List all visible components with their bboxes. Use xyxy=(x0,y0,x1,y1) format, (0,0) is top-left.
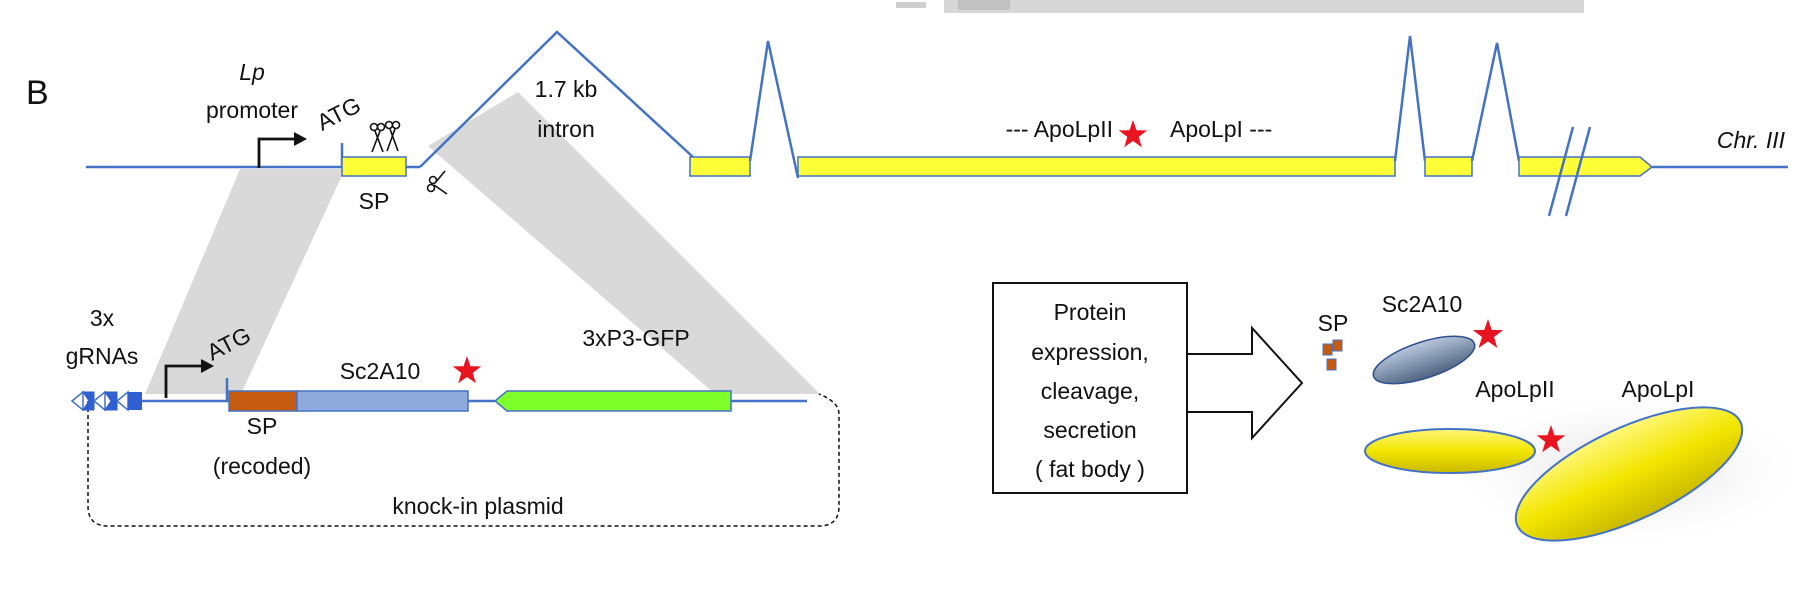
intron-line xyxy=(419,30,694,168)
process-line-4: secretion xyxy=(1043,417,1136,443)
promoter-name: Lp xyxy=(239,59,265,85)
intron-3 xyxy=(1393,35,1427,162)
plasmid-promoter-arrowhead xyxy=(201,359,214,373)
chromosome-label: Chr. III xyxy=(1717,127,1786,153)
start-codon-top: ATG xyxy=(312,92,364,136)
grna-icon xyxy=(92,390,106,412)
sc2a10-star-icon xyxy=(1472,319,1504,348)
grna-label: gRNAs xyxy=(66,343,139,369)
promoter-label: promoter xyxy=(206,97,298,123)
gfp-label: 3xP3-GFP xyxy=(582,325,689,351)
left-homology-arm xyxy=(145,169,345,394)
promoter-arrow xyxy=(257,137,299,168)
panel-label: B xyxy=(26,74,49,112)
process-line-1: Protein xyxy=(1054,299,1127,325)
recoded-label: (recoded) xyxy=(213,453,311,479)
sc2a10-product-label: Sc2A10 xyxy=(1382,291,1463,317)
grna-count-label: 3x xyxy=(90,305,115,331)
promoter-arrowhead xyxy=(294,132,307,146)
sp-product-label: SP xyxy=(1318,310,1349,336)
grna-icon xyxy=(128,392,142,410)
apolpii-protein-icon xyxy=(1364,428,1536,474)
apolp-star-icon xyxy=(1536,425,1566,453)
protein-products xyxy=(1322,335,1809,550)
process-arrow-icon xyxy=(1186,325,1304,441)
apolpii-product-label: ApoLpII xyxy=(1475,376,1554,402)
sc2a10-segment xyxy=(296,390,469,412)
sp-exon xyxy=(341,156,407,177)
process-line-5: ( fat body ) xyxy=(1035,456,1145,482)
apolp-exon xyxy=(797,156,1396,177)
sp-fragment-icon xyxy=(1326,358,1337,371)
intron-2 xyxy=(748,40,800,179)
intron-label: intron xyxy=(537,116,595,142)
scissors-icon xyxy=(384,120,401,152)
plasmid-promoter-arrow xyxy=(164,364,205,398)
endogenous-locus xyxy=(86,30,1788,217)
sp-label-plasmid: SP xyxy=(247,413,278,439)
last-exon xyxy=(1518,156,1654,177)
gfp-marker-segment xyxy=(493,390,732,412)
insertion-star-icon xyxy=(452,356,482,384)
grna-icon xyxy=(82,391,95,411)
sp-recoded-segment xyxy=(228,390,298,412)
intron-size-label: 1.7 kb xyxy=(535,76,598,102)
scissors-icon xyxy=(369,122,386,153)
break-mark-2 xyxy=(1564,126,1592,217)
exon-2 xyxy=(689,156,751,177)
sc2a10-label: Sc2A10 xyxy=(340,358,421,384)
intron-4 xyxy=(1470,42,1521,162)
apolpi-product-label: ApoLpI xyxy=(1622,376,1695,402)
gel-image-fragment xyxy=(896,0,1584,13)
plasmid-label: knock-in plasmid xyxy=(392,493,563,519)
cleavage-star-icon xyxy=(1118,120,1148,148)
process-line-2: expression, xyxy=(1031,339,1149,365)
break-mark-1 xyxy=(1547,126,1575,217)
process-line-3: cleavage, xyxy=(1041,378,1139,404)
homology-arms xyxy=(145,92,820,394)
grna-icon xyxy=(115,390,129,412)
apolpi-exon-label: ApoLpI --- xyxy=(1170,116,1272,142)
grna-icon xyxy=(104,391,118,411)
knock-in-plasmid xyxy=(70,378,840,527)
right-homology-arm xyxy=(428,92,820,394)
plasmid-backbone xyxy=(87,393,840,527)
sp-label-top: SP xyxy=(359,188,390,214)
sp-fragment-icon xyxy=(1332,339,1343,352)
exon-4 xyxy=(1424,156,1473,177)
scissors-icon xyxy=(426,170,448,195)
grna-icon xyxy=(70,390,84,412)
apolpi-protein-icon xyxy=(1514,406,1744,542)
process-box xyxy=(992,282,1188,494)
apolpii-exon-label: --- ApoLpII xyxy=(1006,116,1113,142)
sc2a10-protein-icon xyxy=(1372,335,1476,385)
sp-fragment-icon xyxy=(1322,343,1333,356)
